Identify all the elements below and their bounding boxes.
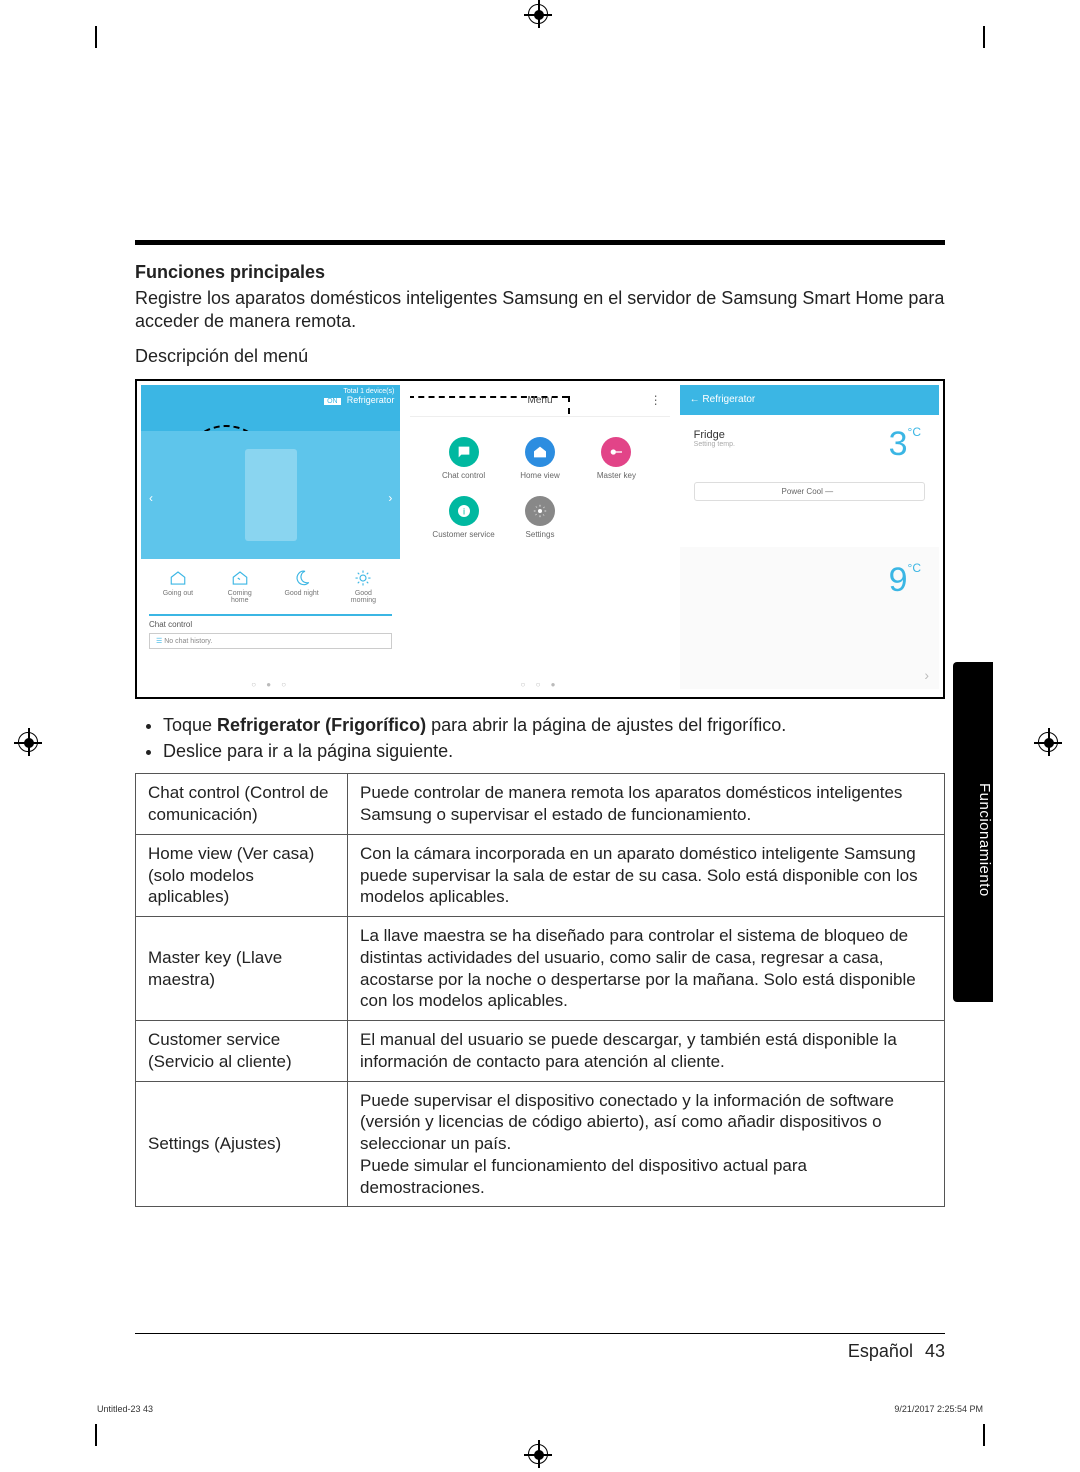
good-morning-icon: Good morning [344, 569, 382, 604]
registration-mark-icon [18, 732, 42, 756]
home-view-item: Home view [505, 437, 575, 480]
table-row: Customer service (Servicio al cliente) E… [136, 1021, 945, 1082]
trim-mark [983, 26, 985, 48]
pager-dots-icon: ○ ● ○ [141, 680, 400, 689]
fridge-graphic: ‹ › [141, 431, 400, 559]
bottom-rule [135, 1333, 945, 1334]
chat-control-band: Chat control [149, 614, 392, 629]
feature-name: Settings (Ajustes) [136, 1081, 348, 1207]
feature-name: Chat control (Control de comunicación) [136, 774, 348, 835]
page: Funciones principales Registre los apara… [0, 0, 1080, 1472]
feature-desc: Puede controlar de manera remota los apa… [348, 774, 945, 835]
feature-desc: Con la cámara incorporada en un aparato … [348, 834, 945, 916]
footer-filename: Untitled-23 43 [97, 1404, 153, 1414]
freezer-card: 9°C › [680, 547, 939, 689]
feature-name: Home view (Ver casa) (solo modelos aplic… [136, 834, 348, 916]
registration-mark-icon [528, 4, 552, 28]
master-key-item: Master key [581, 437, 651, 480]
bullet-list: Toque Refrigerator (Frigorífico) para ab… [163, 713, 945, 764]
bullet-item: Toque Refrigerator (Frigorífico) para ab… [163, 713, 945, 737]
chevron-right-icon: › [924, 667, 929, 683]
screenshots-row: Total 1 device(s) ON Refrigerator ‹ › Go… [135, 379, 945, 699]
fridge-card: Fridge Setting temp. 3°C Power Cool — [680, 415, 939, 547]
trim-mark [983, 1424, 985, 1446]
trim-mark [95, 1424, 97, 1446]
freezer-temp: 9°C [889, 561, 921, 600]
coming-home-icon: Coming home [221, 569, 259, 604]
next-arrow-icon: › [388, 491, 392, 505]
device-name: Refrigerator [347, 395, 395, 405]
no-chat-history: ☰ No chat history. [149, 633, 392, 649]
chat-control-item: Chat control [428, 437, 498, 480]
footer-language: Español43 [848, 1341, 945, 1362]
going-out-icon: Going out [159, 569, 197, 604]
top-rule [135, 240, 945, 245]
side-tab: Funcionamiento [953, 662, 993, 1002]
feature-name: Master key (Llave maestra) [136, 917, 348, 1021]
screenshot-home: Total 1 device(s) ON Refrigerator ‹ › Go… [141, 385, 400, 693]
menu-grid-2: iCustomer service Settings [410, 486, 669, 549]
more-icon: ⋮ [650, 393, 662, 407]
registration-mark-icon [1038, 732, 1062, 756]
settings-item: Settings [505, 496, 575, 539]
fridge-temp: 3°C [889, 425, 921, 464]
on-badge: ON [324, 398, 341, 405]
customer-service-item: iCustomer service [428, 496, 498, 539]
menu-description-label: Descripción del menú [135, 346, 945, 367]
registration-mark-icon [528, 1444, 552, 1468]
feature-desc: El manual del usuario se puede descargar… [348, 1021, 945, 1082]
prev-arrow-icon: ‹ [149, 491, 153, 505]
screenshot-detail: ← Refrigerator Fridge Setting temp. 3°C … [680, 385, 939, 693]
svg-text:i: i [463, 506, 465, 516]
table-row: Chat control (Control de comunicación) P… [136, 774, 945, 835]
table-row: Master key (Llave maestra) La llave maes… [136, 917, 945, 1021]
intro-text: Registre los aparatos domésticos intelig… [135, 287, 945, 334]
content-area: Funciones principales Registre los apara… [95, 50, 985, 1422]
footer-timestamp: 9/21/2017 2:25:54 PM [894, 1404, 983, 1414]
description-table: Chat control (Control de comunicación) P… [135, 773, 945, 1207]
feature-desc: Puede supervisar el dispositivo conectad… [348, 1081, 945, 1207]
device-header: Total 1 device(s) ON Refrigerator [141, 385, 400, 431]
detail-header: ← Refrigerator [680, 385, 939, 415]
section-heading: Funciones principales [135, 262, 945, 283]
feature-name: Customer service (Servicio al cliente) [136, 1021, 348, 1082]
bullet-item: Deslice para ir a la página siguiente. [163, 739, 945, 763]
good-night-icon: Good night [283, 569, 321, 604]
power-cool-button: Power Cool — [694, 482, 925, 501]
trim-mark [95, 26, 97, 48]
pager-dots-icon: ○ ○ ● [410, 680, 669, 689]
table-row: Settings (Ajustes) Puede supervisar el d… [136, 1081, 945, 1207]
table-row: Home view (Ver casa) (solo modelos aplic… [136, 834, 945, 916]
screenshot-menu: Menu ⋮ Chat control Home view Master key… [410, 385, 669, 693]
total-devices-label: Total 1 device(s) [147, 388, 394, 395]
scene-icons-row: Going out Coming home Good night Good mo… [141, 559, 400, 608]
menu-title: Menu ⋮ [410, 385, 669, 417]
feature-desc: La llave maestra se ha diseñado para con… [348, 917, 945, 1021]
menu-grid: Chat control Home view Master key [410, 417, 669, 486]
